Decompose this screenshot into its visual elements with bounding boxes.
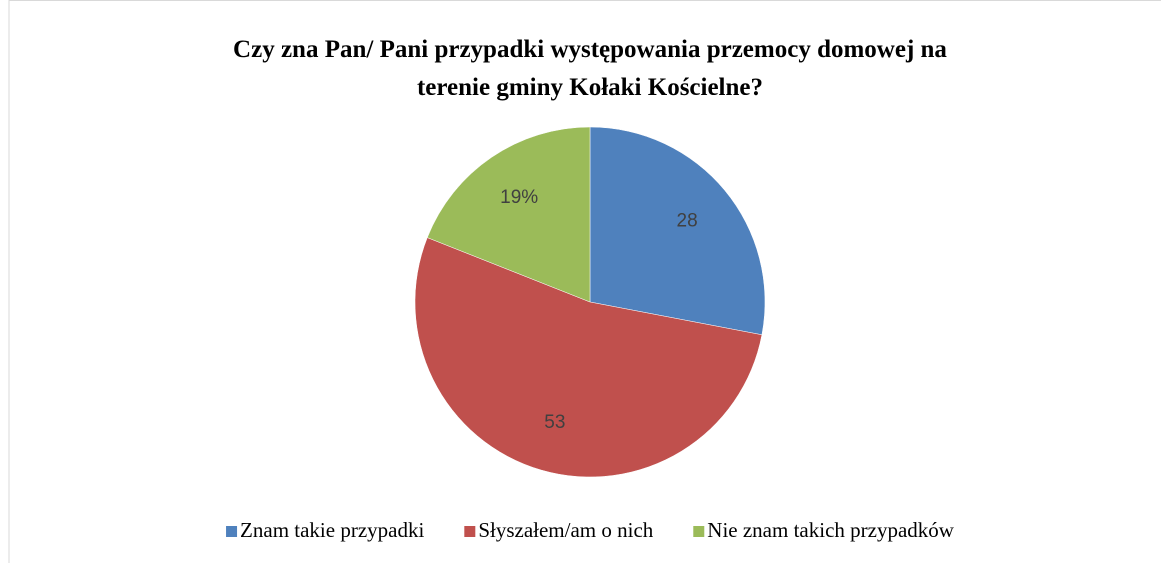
legend-marker [464, 526, 476, 537]
pie-slice [589, 126, 766, 336]
legend-marker [226, 526, 238, 537]
data-label: 53 [544, 412, 565, 433]
data-label: 28 [677, 211, 698, 232]
legend-label: Znam takie przypadki [240, 518, 424, 542]
pie-slice [414, 237, 763, 478]
chart-title: Czy zna Pan/ Pani przypadki występowania… [233, 36, 947, 63]
pie-slice [426, 126, 591, 303]
legend-label: Słyszałem/am o nich [478, 518, 653, 542]
chart-title: terenie gminy Kołaki Kościelne? [417, 74, 763, 101]
legend-label: Nie znam takich przypadków [707, 518, 954, 542]
legend-marker [693, 526, 705, 537]
data-label: 19% [500, 187, 538, 208]
